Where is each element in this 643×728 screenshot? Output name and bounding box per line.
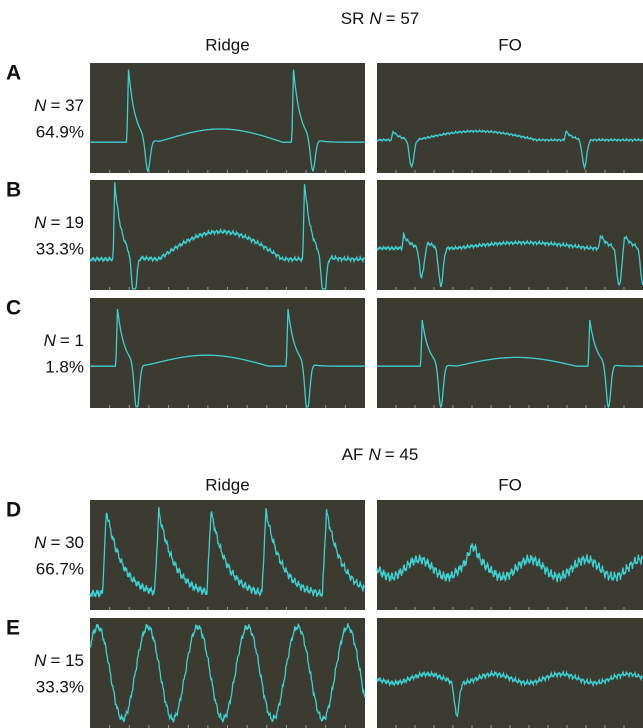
n-text: = 37	[50, 96, 84, 115]
column-header: Ridge	[205, 475, 249, 494]
trace-panel	[377, 63, 643, 173]
trace-panel	[377, 180, 643, 290]
n-symbol: N	[369, 9, 382, 28]
n-symbol: N	[34, 651, 47, 670]
group-label: AF	[342, 445, 364, 464]
n-count: N= 30	[34, 533, 84, 552]
n-text: = 30	[50, 533, 84, 552]
column-header: FO	[498, 475, 522, 494]
trace-panel	[377, 298, 643, 408]
panel-letter: C	[6, 297, 21, 320]
panel-letter: B	[6, 179, 21, 202]
n-text: = 57	[386, 9, 420, 28]
n-text: = 19	[50, 213, 84, 232]
n-count: N= 19	[34, 213, 84, 232]
n-count: N= 1	[44, 331, 84, 350]
panel-letter: D	[6, 499, 21, 522]
trace-panel	[377, 500, 643, 610]
n-text: = 1	[60, 331, 84, 350]
percent: 1.8%	[45, 357, 84, 376]
percent: 33.3%	[36, 239, 84, 258]
column-header: FO	[498, 35, 522, 54]
column-header: Ridge	[205, 35, 249, 54]
panel-letter: E	[6, 617, 20, 640]
trace-panel	[90, 63, 365, 173]
n-text: = 45	[385, 445, 419, 464]
trace-panel	[90, 298, 365, 408]
group-label: SR	[341, 9, 365, 28]
percent: 64.9%	[36, 122, 84, 141]
percent: 66.7%	[36, 559, 84, 578]
n-count: N= 15	[34, 651, 84, 670]
panel-letter: A	[6, 62, 21, 85]
percent: 33.3%	[36, 677, 84, 696]
n-text: = 15	[50, 651, 84, 670]
n-symbol: N	[34, 96, 47, 115]
n-symbol: N	[44, 331, 57, 350]
n-count: N= 37	[34, 96, 84, 115]
n-symbol: N	[34, 213, 47, 232]
n-symbol: N	[368, 445, 381, 464]
n-symbol: N	[34, 533, 47, 552]
figure: SRN= 57RidgeFOAN= 3764.9%BN= 1933.3%CN= …	[0, 0, 643, 728]
trace-panel	[377, 618, 643, 728]
